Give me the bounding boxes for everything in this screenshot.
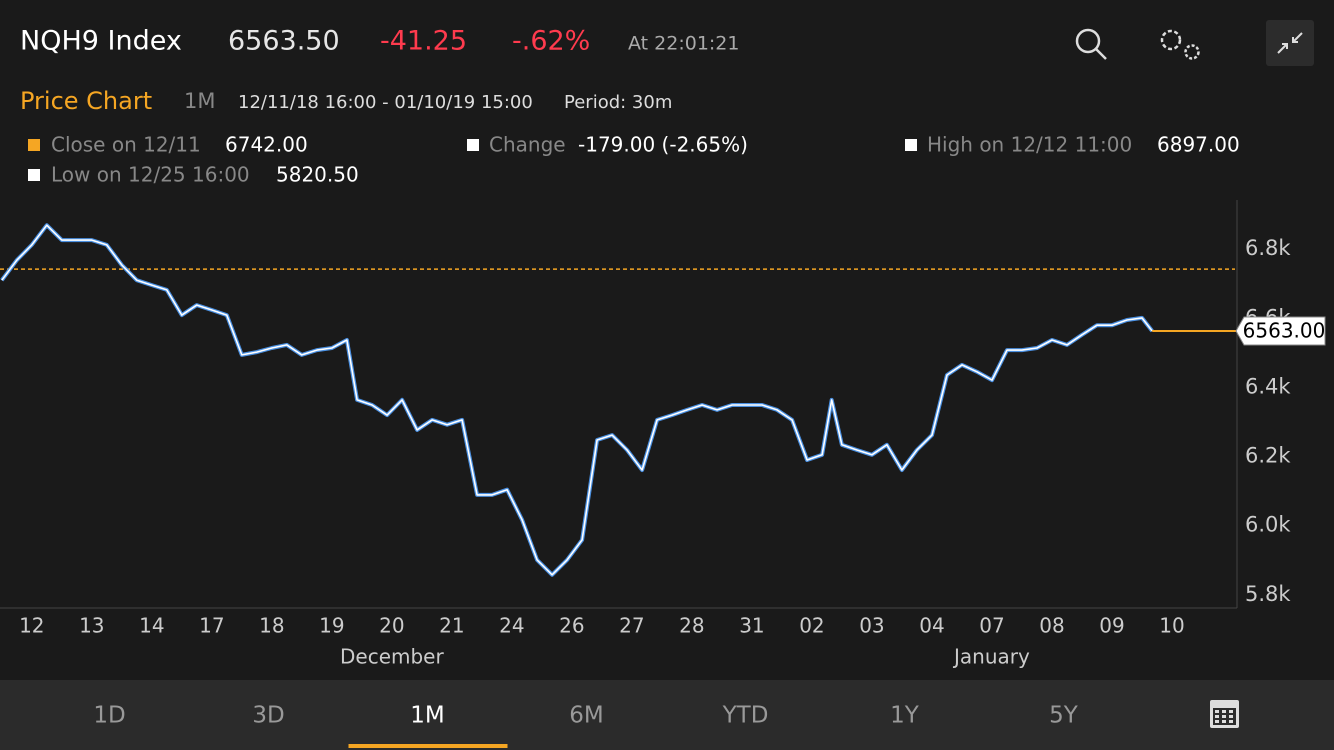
y-tick-label: 6.4k [1245,374,1291,398]
symbol: NQH9 Index [20,26,182,57]
y-tick-label: 6.2k [1245,444,1291,468]
x-tick-label: 21 [439,614,464,638]
range[interactable]: 1M [184,89,215,113]
legend-marker [905,139,917,151]
x-tick-label: 27 [619,614,644,638]
x-tick-label: 28 [679,614,704,638]
tab-bar [0,680,1334,750]
x-tick-label: 26 [559,614,584,638]
x-tick-label: 18 [259,614,284,638]
legend-value: -179.00 (-2.65%) [578,133,748,157]
chart-title: Price Chart [20,87,152,115]
legend-value: 6897.00 [1157,133,1240,157]
x-tick-label: 24 [499,614,524,638]
x-tick-label: 08 [1039,614,1064,638]
legend-label: High on 12/12 11:00 [927,133,1132,157]
legend-marker [28,169,40,181]
legend-label: Close on 12/11 [51,133,201,157]
change-pct: -.62% [512,26,590,57]
price-line [1,224,1153,576]
tab[interactable]: 6M [569,703,603,729]
legend-label: Change [489,133,566,157]
last-price-label: 6563.00 [1243,319,1326,343]
tab[interactable]: 1D [93,703,125,729]
x-tick-label: 03 [859,614,884,638]
legend-marker [28,139,40,151]
tab-indicator [348,744,508,748]
calendar-icon[interactable] [1210,700,1239,728]
price: 6563.50 [228,26,340,57]
y-tick-label: 6.8k [1245,236,1291,260]
month-label: December [340,645,444,669]
collapse-button[interactable] [1266,20,1314,66]
tab[interactable]: 1M [410,703,444,729]
tab[interactable]: YTD [722,703,769,729]
period: Period: 30m [564,92,672,113]
month-label: January [952,645,1030,669]
x-tick-label: 10 [1159,614,1184,638]
settings-icon[interactable] [1160,29,1200,60]
dates: 12/11/18 16:00 - 01/10/19 15:00 [238,92,533,113]
x-tick-label: 12 [19,614,44,638]
last-price-tag [1235,316,1326,346]
legend-label: Low on 12/25 16:00 [51,163,250,187]
x-tick-label: 13 [79,614,104,638]
x-tick-label: 17 [199,614,224,638]
x-tick-label: 19 [319,614,344,638]
y-tick-label: 5.8k [1245,582,1291,606]
legend-value: 6742.00 [225,133,308,157]
x-tick-label: 07 [979,614,1004,638]
x-tick-label: 31 [739,614,764,638]
x-tick-label: 14 [139,614,164,638]
legend-value: 5820.50 [276,163,359,187]
time: At 22:01:21 [628,33,740,55]
legend-marker [467,139,479,151]
search-icon[interactable] [1075,28,1107,60]
x-tick-label: 20 [379,614,404,638]
x-tick-label: 04 [919,614,944,638]
change: -41.25 [380,26,467,57]
tab[interactable]: 1Y [890,703,920,729]
tab[interactable]: 3D [252,703,284,729]
y-tick-label: 6.0k [1245,513,1291,537]
line-edge [0,223,1154,577]
tab[interactable]: 5Y [1049,703,1079,729]
x-tick-label: 02 [799,614,824,638]
x-tick-label: 09 [1099,614,1124,638]
